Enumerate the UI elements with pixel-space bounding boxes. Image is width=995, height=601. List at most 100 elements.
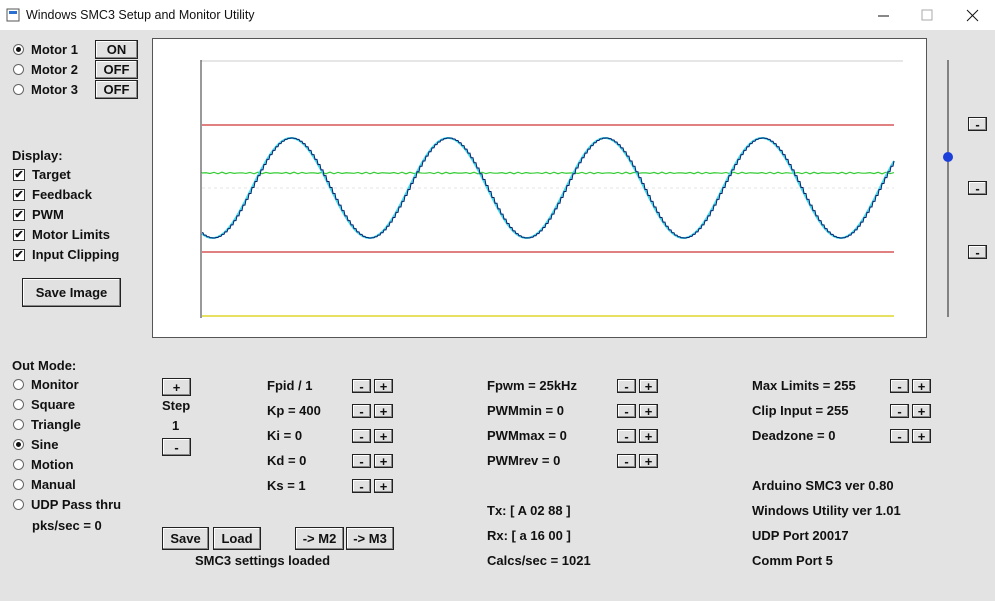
display-label: Display: xyxy=(12,148,63,163)
param-plus[interactable]: + xyxy=(912,429,931,443)
param-label: Fpwm = 25kHz xyxy=(487,378,577,393)
feedback-trace xyxy=(202,137,895,239)
param-plus[interactable]: + xyxy=(374,479,393,493)
comm-status: Rx: [ a 16 00 ] xyxy=(487,528,571,543)
save-image-button[interactable]: Save Image xyxy=(22,278,121,307)
display-option: Target xyxy=(32,167,71,182)
out-mode-radio[interactable] xyxy=(13,399,24,410)
motor-label: Motor 1 xyxy=(31,42,78,57)
window-title: Windows SMC3 Setup and Monitor Utility xyxy=(26,8,255,22)
motor-toggle[interactable]: OFF xyxy=(95,80,138,99)
param-minus[interactable]: - xyxy=(617,429,636,443)
pks-rate: pks/sec = 0 xyxy=(32,518,102,533)
action-button[interactable]: -> M3 xyxy=(346,527,394,550)
slider-button[interactable]: - xyxy=(968,181,987,195)
param-plus[interactable]: + xyxy=(639,429,658,443)
version-info: Arduino SMC3 ver 0.80 xyxy=(752,478,894,493)
param-plus[interactable]: + xyxy=(912,404,931,418)
out-mode-radio[interactable] xyxy=(13,419,24,430)
display-checkbox[interactable]: ✔ xyxy=(13,229,25,241)
slider-button[interactable]: - xyxy=(968,117,987,131)
motor-radio[interactable] xyxy=(13,44,24,55)
display-checkbox[interactable]: ✔ xyxy=(13,189,25,201)
param-minus[interactable]: - xyxy=(352,429,371,443)
param-plus[interactable]: + xyxy=(374,379,393,393)
param-minus[interactable]: - xyxy=(617,379,636,393)
step-label: Step xyxy=(162,398,191,413)
out-mode-option: Triangle xyxy=(31,417,81,432)
param-minus[interactable]: - xyxy=(617,454,636,468)
out-mode-option: Sine xyxy=(31,437,59,452)
param-minus[interactable]: - xyxy=(352,404,371,418)
status-message: SMC3 settings loaded xyxy=(195,553,331,568)
version-info: Comm Port 5 xyxy=(752,553,833,568)
param-label: Ks = 1 xyxy=(267,478,306,493)
param-plus[interactable]: + xyxy=(374,454,393,468)
out-mode-radio[interactable] xyxy=(13,499,24,510)
motor-radio[interactable] xyxy=(13,84,24,95)
out-mode-option: Monitor xyxy=(31,377,79,392)
param-label: Clip Input = 255 xyxy=(752,403,849,418)
motor-radio[interactable] xyxy=(13,64,24,75)
action-button[interactable]: Save xyxy=(162,527,209,550)
action-button[interactable]: Load xyxy=(213,527,261,550)
param-minus[interactable]: - xyxy=(352,454,371,468)
step-plus[interactable]: + xyxy=(162,378,191,396)
out-mode-radio[interactable] xyxy=(13,379,24,390)
param-minus[interactable]: - xyxy=(352,479,371,493)
param-plus[interactable]: + xyxy=(639,454,658,468)
motor-label: Motor 3 xyxy=(31,82,78,97)
title-bar xyxy=(0,0,995,30)
param-minus[interactable]: - xyxy=(352,379,371,393)
window-controls[interactable] xyxy=(870,8,985,24)
param-minus[interactable]: - xyxy=(617,404,636,418)
param-plus[interactable]: + xyxy=(374,429,393,443)
param-label: PWMrev = 0 xyxy=(487,453,561,468)
target-trace xyxy=(201,171,895,175)
param-label: Max Limits = 255 xyxy=(752,378,856,393)
param-minus[interactable]: - xyxy=(890,429,909,443)
display-checkbox[interactable]: ✔ xyxy=(13,209,25,221)
display-option: Feedback xyxy=(32,187,92,202)
display-checkbox[interactable]: ✔ xyxy=(13,249,25,261)
version-info: UDP Port 20017 xyxy=(752,528,849,543)
param-plus[interactable]: + xyxy=(912,379,931,393)
comm-status: Tx: [ A 02 88 ] xyxy=(487,503,571,518)
step-value: 1 xyxy=(172,418,180,433)
out-mode-option: Motion xyxy=(31,457,74,472)
step-minus[interactable]: - xyxy=(162,438,191,456)
param-label: Kp = 400 xyxy=(267,403,321,418)
param-minus[interactable]: - xyxy=(890,404,909,418)
motor-label: Motor 2 xyxy=(31,62,78,77)
out-mode-radio[interactable] xyxy=(13,479,24,490)
param-plus[interactable]: + xyxy=(374,404,393,418)
slider-button[interactable]: - xyxy=(968,245,987,259)
out-mode-option: Manual xyxy=(31,477,76,492)
display-option: Input Clipping xyxy=(32,247,120,262)
action-button[interactable]: -> M2 xyxy=(295,527,344,550)
out-mode-radio[interactable] xyxy=(13,439,24,450)
motor-toggle[interactable]: ON xyxy=(95,40,138,59)
out-mode-label: Out Mode: xyxy=(12,358,77,373)
out-mode-radio[interactable] xyxy=(13,459,24,470)
param-label: PWMmin = 0 xyxy=(487,403,564,418)
version-info: Windows Utility ver 1.01 xyxy=(752,503,901,518)
param-plus[interactable]: + xyxy=(639,404,658,418)
app-icon xyxy=(6,8,20,22)
param-label: PWMmax = 0 xyxy=(487,428,567,443)
param-plus[interactable]: + xyxy=(639,379,658,393)
out-mode-option: Square xyxy=(31,397,76,412)
display-checkbox[interactable]: ✔ xyxy=(13,169,25,181)
display-option: PWM xyxy=(32,207,64,222)
display-option: Motor Limits xyxy=(32,227,110,242)
param-label: Deadzone = 0 xyxy=(752,428,836,443)
param-minus[interactable]: - xyxy=(890,379,909,393)
motor-toggle[interactable]: OFF xyxy=(95,60,138,79)
param-label: Fpid / 1 xyxy=(267,378,313,393)
out-mode-option: UDP Pass thru xyxy=(31,497,122,512)
param-label: Ki = 0 xyxy=(267,428,303,443)
comm-status: Calcs/sec = 1021 xyxy=(487,553,591,568)
param-label: Kd = 0 xyxy=(267,453,307,468)
